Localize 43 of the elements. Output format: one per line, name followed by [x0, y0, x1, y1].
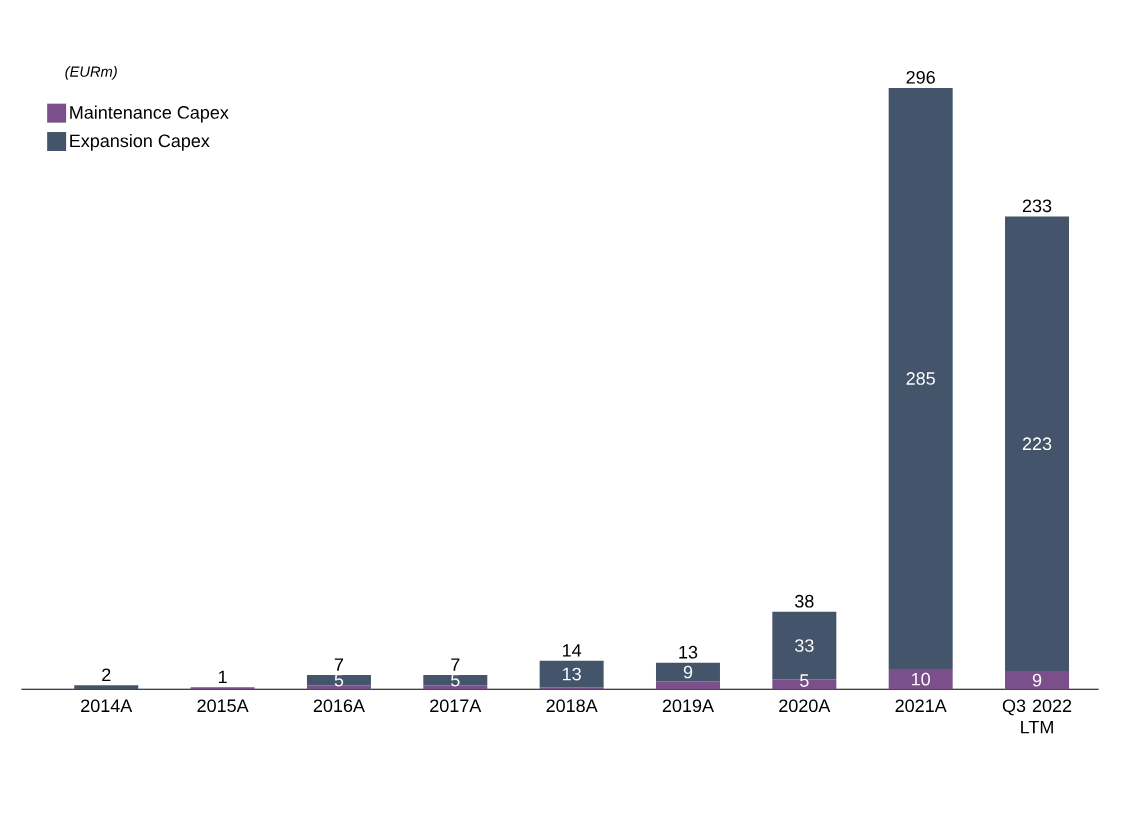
total-label: 233: [1022, 199, 1052, 213]
bar: [74, 685, 139, 690]
data-label: 33: [795, 639, 814, 653]
bar: [655, 681, 720, 690]
bar: [888, 669, 953, 690]
total-label: 7: [334, 658, 344, 671]
bar: [1005, 216, 1070, 672]
bar: [539, 687, 604, 690]
total-label: 7: [451, 658, 460, 671]
total-label: 296: [906, 71, 935, 84]
x-tick-label: 2019A: [662, 699, 714, 713]
x-tick-label: 2018A: [546, 699, 598, 713]
x-tick-label: 2017A: [430, 699, 482, 713]
data-label: 9: [683, 665, 693, 679]
x-tick-label: 2020A: [779, 699, 831, 713]
data-label: 5: [800, 674, 809, 688]
total-label: 2: [102, 668, 111, 682]
bar: [539, 660, 604, 688]
data-label: 285: [906, 372, 935, 385]
legend-label: Expansion Capex: [70, 134, 210, 151]
bar: [1005, 671, 1070, 690]
data-label: 9: [1032, 673, 1042, 687]
bar: [190, 687, 255, 690]
x-tick-label: 2016A: [313, 699, 365, 713]
legend-label: Maintenance Capex: [70, 105, 229, 123]
total-label: 13: [679, 645, 698, 659]
total-label: 1: [218, 670, 227, 684]
total-label: 38: [795, 595, 814, 608]
data-label: 10: [912, 672, 930, 686]
bar: [655, 662, 720, 682]
data-label: 223: [1022, 437, 1052, 451]
x-tick-label: 2021A: [895, 699, 947, 713]
x-tick-label: 2015A: [197, 699, 249, 713]
bar: [306, 675, 371, 686]
total-label: 14: [563, 644, 582, 657]
bar: [423, 675, 488, 686]
bar: [888, 88, 953, 670]
x-tick-label: Q3 2022 LTM: [1002, 699, 1072, 734]
data-label: 13: [563, 667, 581, 681]
bar: [306, 685, 371, 690]
bar: [423, 685, 488, 690]
x-tick-label: 2014A: [81, 699, 133, 713]
y-axis-title: (EURm): [65, 66, 117, 80]
